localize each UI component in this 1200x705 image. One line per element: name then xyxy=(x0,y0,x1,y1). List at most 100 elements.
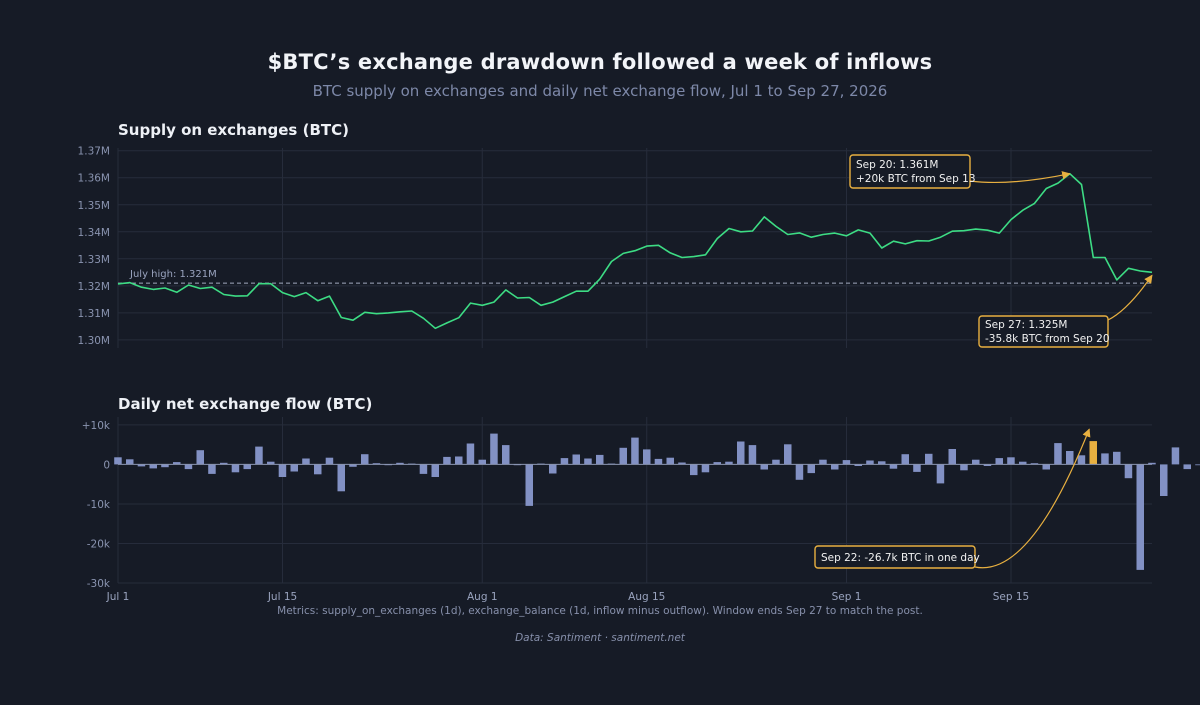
flow-bar xyxy=(866,460,874,465)
flow-bar xyxy=(596,454,604,465)
supply-y-tick-label: 1.37M xyxy=(78,146,110,158)
flow-bar xyxy=(396,462,404,465)
flow-bar xyxy=(549,464,557,474)
flow-bar xyxy=(889,464,898,469)
flow-bar xyxy=(196,450,204,465)
flow-bar xyxy=(1042,464,1050,470)
flow-bar xyxy=(349,464,357,467)
x-axis-tick-label: Sep 1 xyxy=(832,591,862,603)
outflow-annotation-box xyxy=(814,545,976,569)
flow-bar xyxy=(255,446,263,465)
flow-bar xyxy=(220,462,228,465)
flow-bar xyxy=(619,447,627,465)
flow-bar xyxy=(466,443,475,465)
july-high-label: July high: 1.321M xyxy=(129,269,217,280)
flow-bar xyxy=(419,464,428,474)
flow-bar xyxy=(1171,447,1180,465)
x-axis-tick-label: Aug 1 xyxy=(467,591,498,603)
flow-bar xyxy=(748,445,757,465)
flow-panel-title: Daily net exchange flow (BTC) xyxy=(118,395,373,413)
outflow-annotation-text: Sep 22: -26.7k BTC in one day xyxy=(821,552,980,564)
flow-bar xyxy=(972,459,980,465)
flow-bar xyxy=(231,464,240,473)
metrics-footnote: Metrics: supply_on_exchanges (1d), excha… xyxy=(277,605,923,617)
flow-bar xyxy=(337,464,345,492)
supply-y-tick-label: 1.36M xyxy=(78,173,110,185)
flow-bar xyxy=(572,454,580,465)
flow-y-tick-label: 0 xyxy=(103,459,110,471)
supply-y-tick-label: 1.35M xyxy=(78,200,110,212)
flow-bar xyxy=(525,464,533,506)
flow-bar xyxy=(361,454,369,465)
flow-bar xyxy=(842,460,851,465)
flow-bar xyxy=(737,441,745,465)
flow-bar xyxy=(925,453,933,465)
flow-bar xyxy=(725,461,733,465)
chart-title: $BTC’s exchange drawdown followed a week… xyxy=(267,50,933,74)
flow-bar xyxy=(784,444,792,465)
flow-bar xyxy=(772,459,780,465)
flow-bar xyxy=(713,462,721,465)
flow-bar xyxy=(502,445,510,465)
flow-bar xyxy=(913,464,921,472)
flow-bar xyxy=(666,457,674,465)
flow-bar xyxy=(114,457,122,465)
flow-bar xyxy=(1030,463,1039,465)
supply-panel-title: Supply on exchanges (BTC) xyxy=(118,121,349,139)
peak-annotation-line2: +20k BTC from Sep 13 xyxy=(856,173,976,185)
flow-bar xyxy=(678,462,686,465)
flow-bar xyxy=(278,464,287,477)
flow-bar xyxy=(137,464,146,467)
flow-bar xyxy=(455,456,463,465)
supply-y-tick-label: 1.32M xyxy=(78,281,110,293)
flow-bar xyxy=(901,454,909,465)
flow-bar xyxy=(1148,462,1156,465)
flow-bar xyxy=(314,464,322,475)
flow-y-tick-label: -20k xyxy=(87,538,111,550)
flow-bar xyxy=(831,464,839,470)
flow-y-tick-label: -30k xyxy=(87,578,111,590)
flow-bar xyxy=(995,458,1003,465)
flow-bar xyxy=(126,459,134,465)
flow-bar xyxy=(854,464,862,466)
end-annotation-arrow xyxy=(1107,274,1153,321)
end-annotation-line1: Sep 27: 1.325M xyxy=(985,319,1067,331)
flow-bar xyxy=(1183,464,1191,470)
flow-bar xyxy=(1077,455,1086,465)
x-axis-tick-label: Aug 15 xyxy=(628,591,665,603)
flow-bar xyxy=(795,464,804,480)
flow-bar xyxy=(431,464,439,477)
flow-bar xyxy=(1136,464,1144,570)
flow-bar xyxy=(1113,451,1121,465)
flow-bar xyxy=(654,458,663,465)
flow-bar xyxy=(161,464,169,468)
flow-bar xyxy=(983,464,992,466)
flow-bar xyxy=(960,464,968,471)
flow-bar xyxy=(149,464,157,469)
flow-bar xyxy=(690,464,698,476)
flow-bar xyxy=(1019,461,1027,465)
flow-bar xyxy=(1066,451,1074,465)
flow-bar xyxy=(701,464,710,473)
flow-bar xyxy=(584,458,592,465)
flow-bar xyxy=(478,459,486,465)
flow-bar xyxy=(290,464,298,472)
end-annotation-line2: -35.8k BTC from Sep 20 xyxy=(985,333,1110,345)
flow-bar xyxy=(173,462,181,465)
peak-annotation-box xyxy=(849,154,971,189)
flow-bar xyxy=(560,458,569,465)
flow-bar xyxy=(243,464,251,470)
flow-bar xyxy=(302,458,310,465)
flow-bar xyxy=(325,457,334,465)
flow-bar xyxy=(1007,457,1015,465)
flow-bar xyxy=(631,437,639,465)
peak-annotation-line1: Sep 20: 1.361M xyxy=(856,159,938,171)
supply-y-tick-label: 1.31M xyxy=(78,308,110,320)
supply-line xyxy=(117,172,1153,330)
outflow-annotation-arrow xyxy=(974,428,1091,569)
flow-bar xyxy=(1101,453,1109,465)
flow-bar xyxy=(1195,464,1200,466)
flow-bar xyxy=(1054,443,1062,465)
